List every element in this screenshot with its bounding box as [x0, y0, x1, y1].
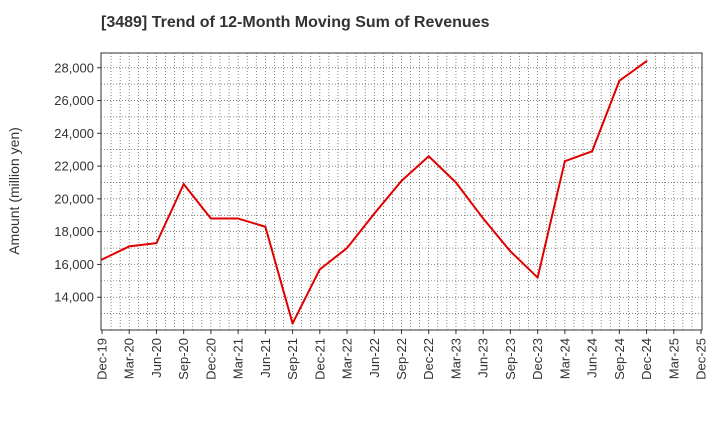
x-tick-label: Dec-23	[530, 338, 545, 380]
data-point	[536, 276, 539, 279]
y-tick-label: 14,000	[54, 290, 94, 305]
data-point	[373, 212, 376, 215]
data-point	[209, 217, 212, 220]
x-tick-label: Sep-20	[176, 338, 191, 380]
data-point	[291, 322, 294, 325]
x-tick-labels: Dec-19 Mar-20 Jun-20 Sep-20 Dec-20 Mar-21 Jun-…	[95, 330, 709, 380]
x-tick-label: Dec-19	[95, 338, 110, 380]
y-tick-label: 24,000	[54, 126, 94, 141]
data-point	[427, 155, 430, 158]
x-tick-label: Sep-21	[285, 338, 300, 380]
x-tick-label: Mar-20	[122, 338, 137, 379]
y-tick-labels: 14,000 16,000 18,000 20,000 22,000 24,000 26,0…	[54, 60, 101, 305]
x-tick-label: Mar-21	[231, 338, 246, 379]
data-point	[128, 245, 131, 248]
x-tick-label: Mar-25	[666, 338, 681, 379]
x-tick-label: Sep-22	[394, 338, 409, 380]
x-tick-label: Mar-22	[340, 338, 355, 379]
x-tick-label: Dec-20	[203, 338, 218, 380]
y-tick-label: 26,000	[54, 93, 94, 108]
x-tick-label: Sep-23	[503, 338, 518, 380]
x-tick-label: Mar-24	[557, 338, 572, 379]
x-tick-label: Jun-21	[258, 338, 273, 378]
x-tick-label: Dec-25	[694, 338, 709, 380]
series-line-layer	[101, 60, 648, 325]
data-point	[563, 160, 566, 163]
x-tick-label: Dec-21	[312, 338, 327, 380]
data-point	[182, 183, 185, 186]
data-point	[237, 217, 240, 220]
data-point	[454, 181, 457, 184]
y-tick-label: 28,000	[54, 60, 94, 75]
x-tick-label: Jun-20	[149, 338, 164, 378]
data-point	[155, 242, 158, 245]
grid-lines	[101, 53, 702, 330]
x-tick-label: Jun-23	[476, 338, 491, 378]
data-point	[618, 79, 621, 82]
data-point	[346, 247, 349, 250]
y-tick-label: 18,000	[54, 224, 94, 239]
data-point	[400, 179, 403, 182]
data-point	[482, 217, 485, 220]
y-tick-label: 16,000	[54, 257, 94, 272]
data-point	[645, 60, 648, 63]
data-point	[264, 225, 267, 228]
data-point	[591, 150, 594, 153]
x-tick-label: Dec-22	[421, 338, 436, 380]
y-axis-title: Amount (million yen)	[6, 127, 22, 255]
data-point	[509, 250, 512, 253]
x-tick-label: Mar-23	[448, 338, 463, 379]
chart-title: [3489] Trend of 12-Month Moving Sum of R…	[101, 14, 490, 31]
x-tick-label: Jun-24	[585, 338, 600, 378]
x-tick-label: Dec-24	[639, 338, 654, 380]
y-tick-label: 20,000	[54, 191, 94, 206]
y-tick-label: 22,000	[54, 159, 94, 174]
x-tick-label: Sep-24	[612, 338, 627, 380]
data-point	[318, 268, 321, 271]
x-tick-label: Jun-22	[367, 338, 382, 378]
